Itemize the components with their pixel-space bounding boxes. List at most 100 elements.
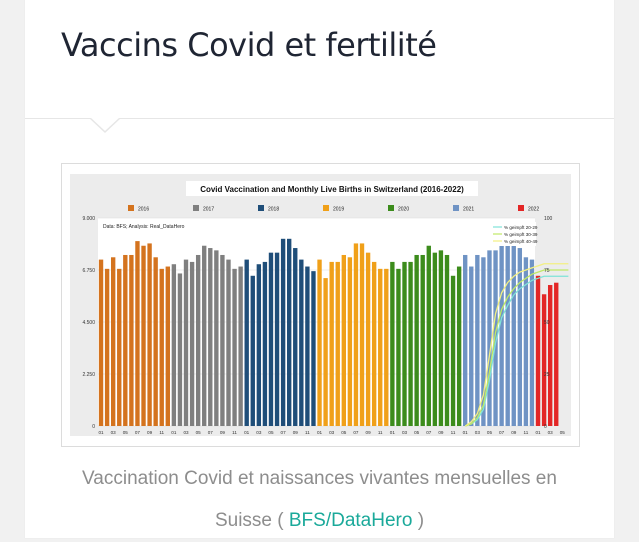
bar [396, 268, 401, 426]
x-tick: 05 [268, 430, 274, 435]
y-tick-right: 25 [544, 372, 550, 378]
x-tick: 05 [487, 430, 493, 435]
header-divider [25, 118, 614, 119]
bar [432, 252, 438, 426]
bar [481, 257, 486, 426]
bar [104, 268, 110, 426]
legend-swatch [128, 205, 134, 211]
legend-swatch [323, 205, 329, 211]
y-tick-right: 75 [544, 268, 550, 274]
bar [135, 241, 140, 426]
bar [347, 257, 353, 426]
x-tick: 03 [111, 430, 117, 435]
vaccination-births-chart: Covid Vaccination and Monthly Live Birth… [70, 174, 571, 436]
bar [293, 248, 298, 426]
bar [110, 257, 116, 426]
bar [123, 254, 128, 426]
bar [195, 254, 201, 426]
bar [232, 268, 237, 426]
bar [117, 268, 122, 426]
legend-label: 2019 [333, 207, 344, 213]
legend-swatch [193, 205, 199, 211]
legend-line-label: % geimpft 20-29 [504, 225, 538, 230]
bar [220, 254, 225, 426]
bar [426, 245, 431, 426]
bar [499, 241, 504, 426]
legend-label: 2021 [463, 207, 474, 213]
bar [475, 254, 480, 426]
chart-title: Covid Vaccination and Monthly Live Birth… [200, 185, 464, 194]
bar [414, 254, 419, 426]
bar [511, 241, 516, 426]
legend-swatch [258, 205, 264, 211]
bar [359, 243, 365, 426]
y-tick-left: 9.000 [82, 216, 95, 222]
bar [244, 259, 249, 426]
x-tick: 01 [463, 430, 469, 435]
x-tick: 05 [196, 430, 202, 435]
y-tick-left: 4.500 [82, 320, 95, 326]
bar [262, 261, 268, 426]
bar [183, 259, 189, 426]
chart-image[interactable]: Covid Vaccination and Monthly Live Birth… [61, 163, 580, 447]
x-tick: 01 [244, 430, 250, 435]
x-tick: 07 [499, 430, 505, 435]
bar [189, 261, 195, 426]
x-tick: 09 [293, 430, 299, 435]
x-tick: 07 [281, 430, 287, 435]
x-tick: 09 [147, 430, 153, 435]
legend-swatch [388, 205, 394, 211]
bar [317, 259, 322, 426]
x-tick: 09 [511, 430, 517, 435]
legend-line-label: % geimpft 40-49 [504, 239, 538, 244]
bar [384, 268, 389, 426]
bar [208, 248, 213, 426]
bar [287, 238, 292, 426]
x-tick: 03 [329, 430, 335, 435]
bar [159, 268, 164, 426]
bar [554, 282, 559, 426]
y-tick-right: 50 [544, 320, 550, 326]
bar [353, 243, 359, 426]
bar [438, 250, 444, 426]
caption-source-link[interactable]: BFS/DataHero [288, 510, 413, 531]
bar [153, 257, 158, 426]
x-tick: 05 [414, 430, 420, 435]
x-tick: 11 [232, 430, 237, 435]
x-tick: 03 [256, 430, 262, 435]
y-tick-right: 0 [544, 424, 547, 430]
y-tick-left: 2.250 [82, 372, 95, 378]
bar [250, 275, 255, 426]
bar [541, 294, 547, 426]
x-tick: 01 [317, 430, 323, 435]
x-tick: 11 [305, 430, 310, 435]
bar [329, 261, 334, 426]
bar [299, 259, 304, 426]
vaccination-line [464, 263, 569, 427]
bar [450, 275, 456, 426]
post-title: Vaccins Covid et fertilité [61, 26, 437, 64]
bar [256, 264, 262, 426]
x-tick: 01 [535, 430, 541, 435]
bar [444, 254, 450, 426]
legend-label: 2017 [203, 207, 214, 213]
chart-title-box [186, 181, 478, 196]
bar [171, 264, 177, 426]
x-tick: 03 [183, 430, 189, 435]
x-tick: 01 [390, 430, 396, 435]
bar [493, 250, 498, 426]
bar [487, 250, 492, 426]
legend-swatch [453, 205, 459, 211]
bar [505, 243, 510, 426]
bar [226, 259, 231, 426]
bar [517, 248, 523, 426]
bar [268, 252, 274, 426]
x-tick: 05 [341, 430, 347, 435]
x-tick: 11 [524, 430, 529, 435]
x-tick: 03 [402, 430, 408, 435]
legend-line-label: % geimpft 30-39 [504, 232, 538, 237]
bar [202, 245, 207, 426]
bar [456, 266, 462, 426]
bar [274, 252, 280, 426]
bar [402, 261, 407, 426]
